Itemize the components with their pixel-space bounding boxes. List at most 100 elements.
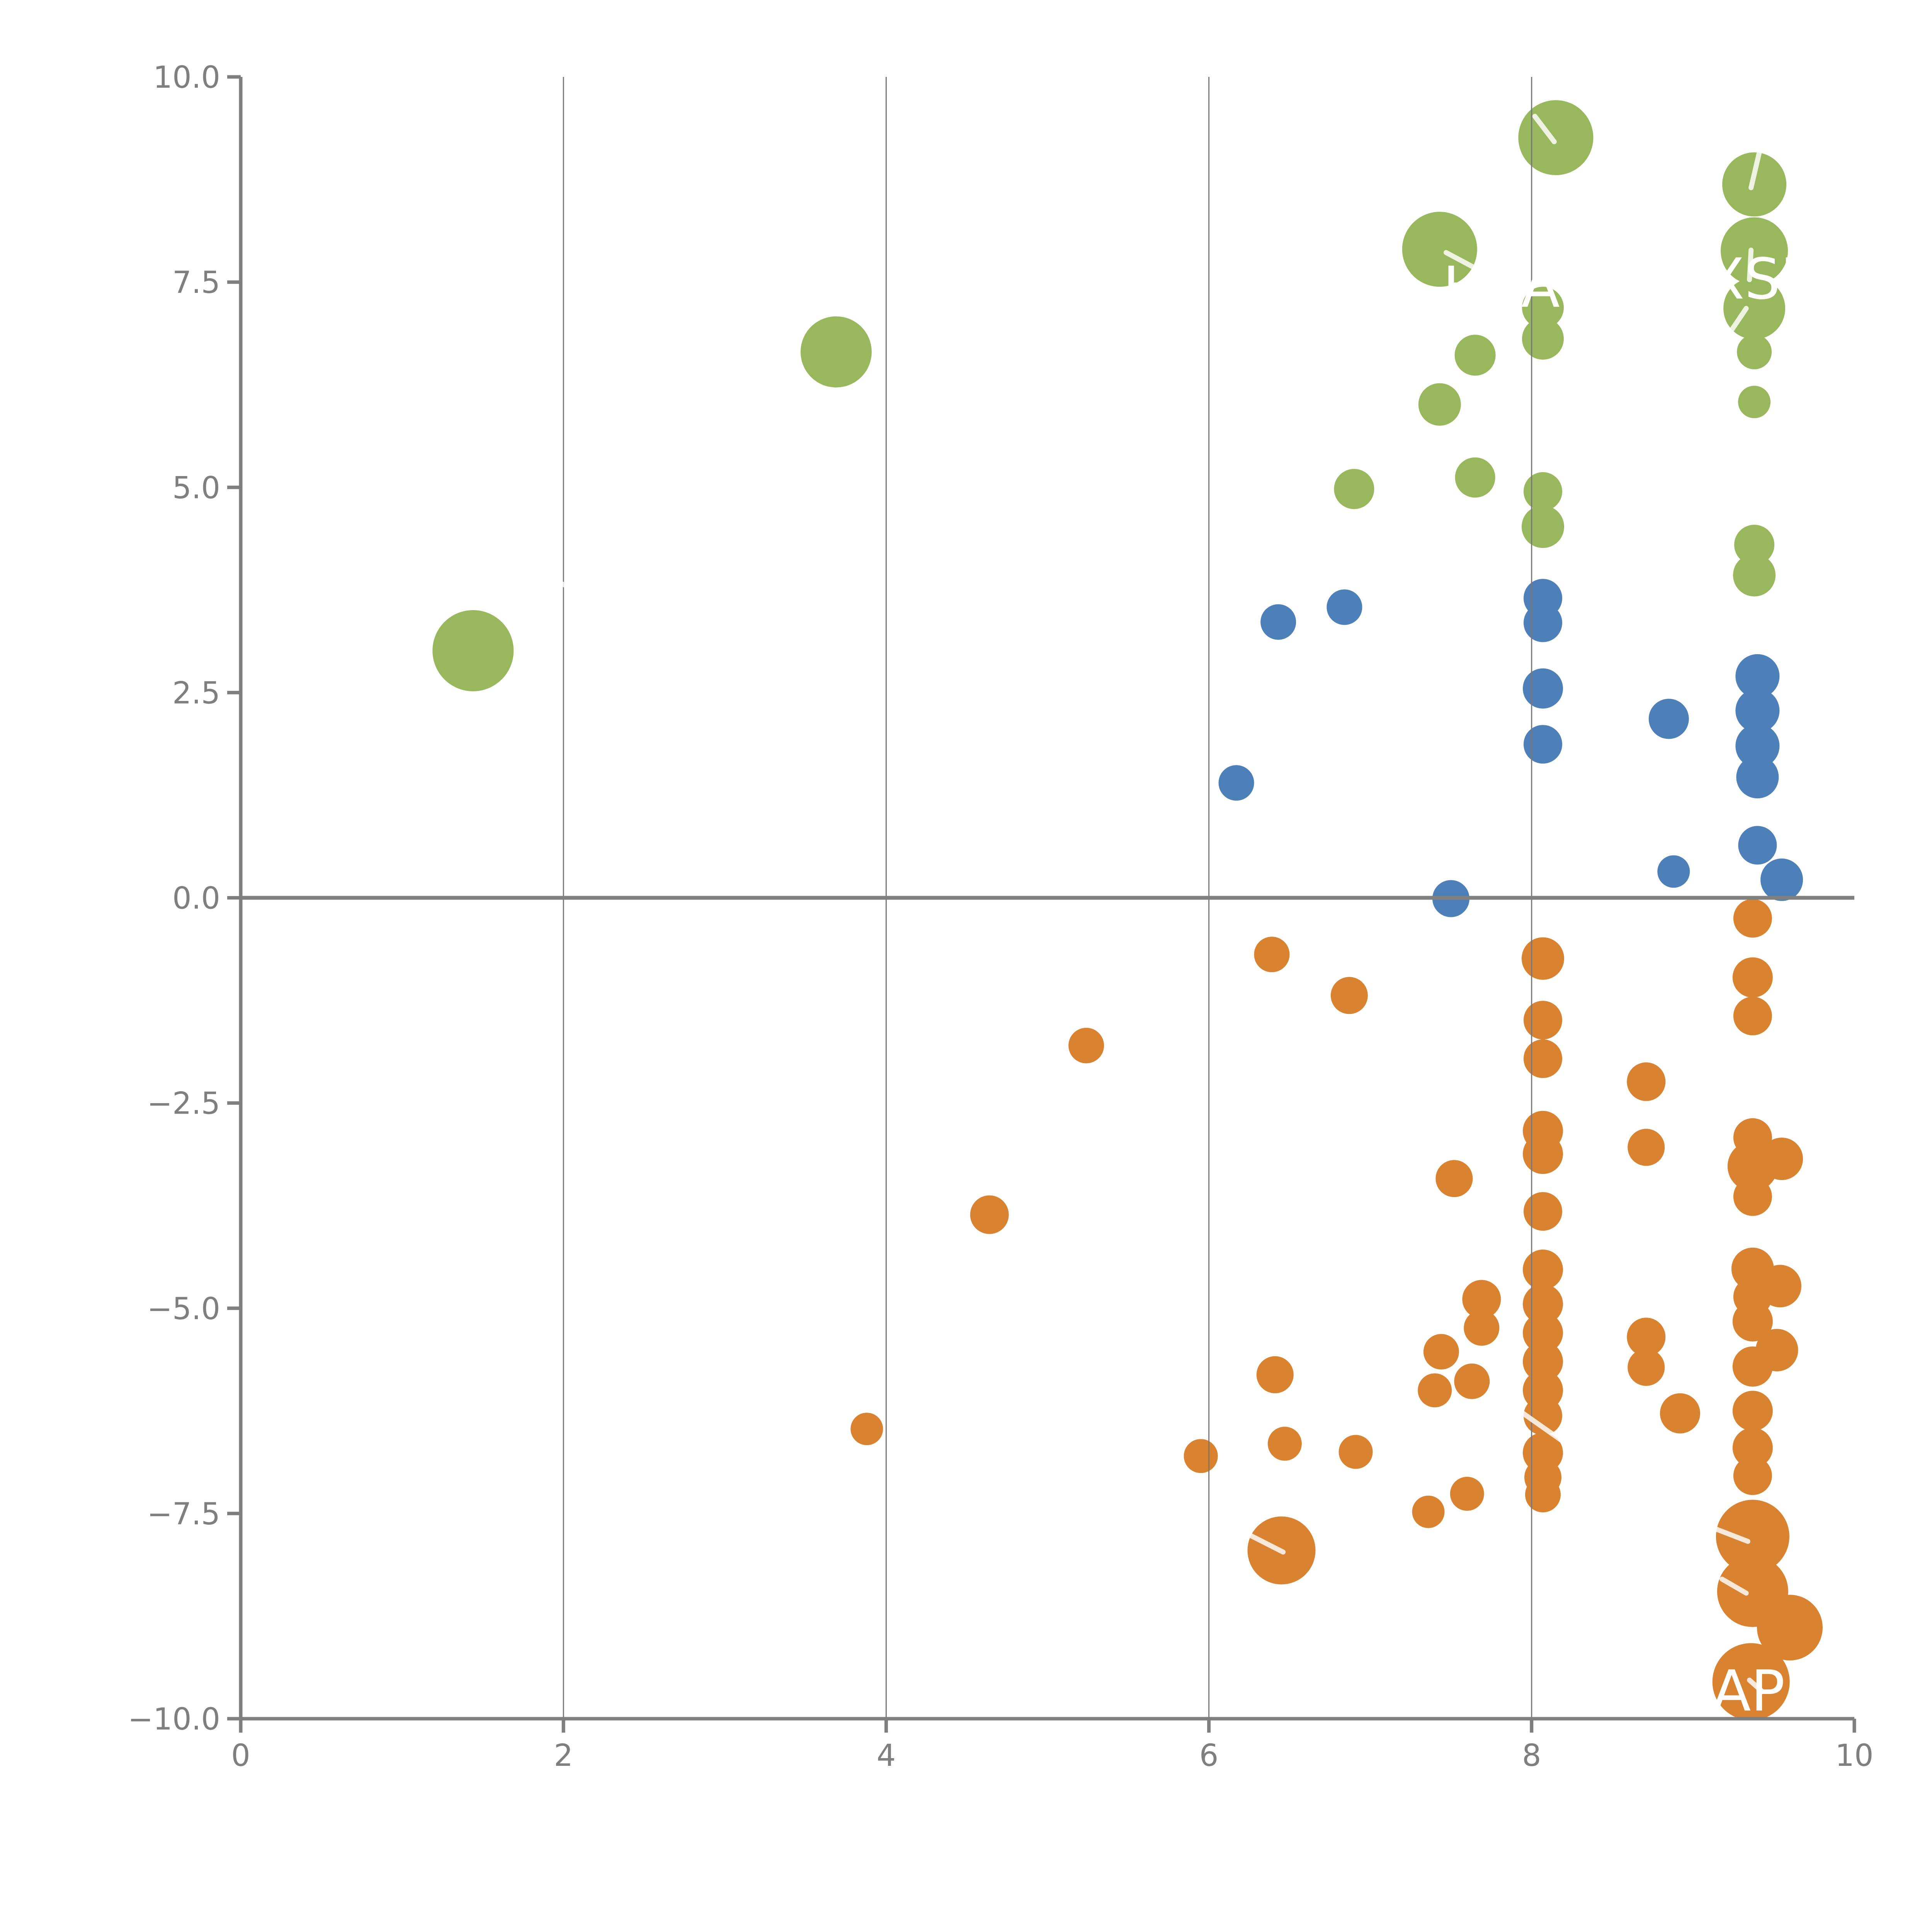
- blue-series-bubble: [1648, 699, 1689, 739]
- orange-series-bubble: [1254, 937, 1290, 973]
- green-series-bubble: [1518, 100, 1594, 175]
- blue-series-bubble: [1760, 858, 1803, 901]
- x-tick-label-4: 4: [877, 1738, 896, 1773]
- green-series-bubble: [1733, 554, 1776, 597]
- green-series-bubble: [1734, 525, 1775, 565]
- x-tick-label-2: 2: [554, 1738, 573, 1773]
- orange-series-bubble: [1418, 1373, 1452, 1408]
- blue-series-bubble: [1327, 589, 1362, 625]
- blue-series-bubble: [1260, 604, 1296, 640]
- annotation-connector-line: [1724, 306, 1749, 340]
- orange-series-bubble: [1412, 1495, 1445, 1528]
- y-tick-label-7.5: 7.5: [172, 265, 220, 300]
- x-tick-label-0: 0: [231, 1738, 250, 1773]
- orange-series-bubble: [1523, 1313, 1563, 1353]
- orange-series-bubble: [1462, 1280, 1501, 1319]
- orange-series-bubble: [850, 1413, 883, 1446]
- blue-series-bubble: [1735, 654, 1780, 698]
- blue-series-bubble: [1523, 668, 1563, 709]
- annotation-connector-line: [1519, 1410, 1566, 1445]
- orange-series-bubble: [1524, 1001, 1562, 1040]
- orange-series-bubble: [1450, 1476, 1484, 1511]
- orange-series-bubble: [1733, 997, 1772, 1036]
- annotation-connector-line: [1748, 151, 1762, 190]
- orange-series-bubble: [1330, 977, 1368, 1014]
- x-tick-label-10: 10: [1835, 1738, 1873, 1773]
- orange-series-bubble: [1524, 1192, 1562, 1231]
- orange-series-bubble: [1732, 1427, 1773, 1468]
- orange-series-bubble: [1068, 1027, 1104, 1063]
- orange-series-bubble: [1523, 1134, 1563, 1174]
- annotation-connector-line: [1238, 1528, 1286, 1555]
- green-series-bubble: [1402, 212, 1477, 287]
- orange-series-bubble: [1733, 1177, 1772, 1216]
- orange-series-bubble: [1733, 1456, 1772, 1495]
- orange-series-bubble: [1523, 1249, 1563, 1290]
- blue-series-bubble: [1218, 765, 1254, 801]
- annotation-connector-line: [1532, 114, 1557, 145]
- orange-series-bubble: [1733, 899, 1772, 938]
- green-series-bubble: [1522, 505, 1564, 548]
- annotation-connector-line: [1747, 1677, 1765, 1694]
- orange-series-bubble: [1757, 1595, 1823, 1661]
- orange-series-bubble: [1454, 1363, 1490, 1399]
- orange-series-bubble: [1523, 1284, 1563, 1325]
- orange-series-bubble: [1435, 1160, 1473, 1197]
- annotation-connector-line: [1444, 250, 1484, 274]
- orange-series-bubble: [1716, 1500, 1789, 1573]
- blue-series-bubble: [1524, 725, 1562, 764]
- orange-series-bubble: [1660, 1393, 1700, 1434]
- green-series-bubble: [1522, 318, 1564, 360]
- point-label-HKAM: HKAM: [1443, 255, 1609, 320]
- orange-series-bubble: [1464, 1310, 1500, 1346]
- orange-series-bubble: [1256, 1356, 1294, 1393]
- y-tick-label-2.5: 2.5: [172, 676, 220, 711]
- orange-series-bubble: [1522, 937, 1564, 980]
- orange-series-bubble: [970, 1195, 1009, 1234]
- green-series-bubble: [1455, 457, 1495, 498]
- green-series-bubble: [1418, 383, 1461, 426]
- green-series-bubble: [1454, 335, 1496, 376]
- blue-series-bubble: [1657, 855, 1690, 888]
- annotation-connector-line: [1719, 1577, 1749, 1596]
- orange-series-bubble: [1732, 957, 1773, 998]
- green-series-bubble: [1721, 217, 1788, 285]
- orange-series-bubble: [1524, 1396, 1562, 1435]
- annotation-connector-line: [1711, 1526, 1750, 1544]
- blue-series-bubble: [1738, 826, 1777, 865]
- orange-series-bubble: [1628, 1349, 1665, 1386]
- y-tick-label--5: −5.0: [147, 1292, 220, 1327]
- green-series-bubble: [1522, 287, 1564, 328]
- blue-series-bubble: [1735, 724, 1780, 768]
- orange-series-bubble: [1184, 1439, 1218, 1473]
- y-tick-label--10: −10.0: [128, 1702, 220, 1737]
- orange-series-bubble: [1523, 1341, 1563, 1382]
- green-series-bubble: [1737, 334, 1772, 369]
- y-tick-label--7.5: −7.5: [147, 1497, 220, 1532]
- green-series-bubble: [432, 610, 514, 691]
- point-label-XSM: XSM: [1706, 247, 1829, 312]
- orange-series-bubble: [1338, 1435, 1373, 1469]
- y-tick-label-10: 10.0: [153, 60, 220, 95]
- y-tick-label-0: 0.0: [172, 881, 220, 916]
- annotation-connector-line: [551, 577, 585, 596]
- green-series-bubble: [1738, 386, 1771, 418]
- orange-series-bubble: [1423, 1334, 1459, 1370]
- y-tick-label--2.5: −2.5: [147, 1087, 220, 1121]
- green-series-bubble: [1334, 469, 1374, 509]
- orange-series-bubble: [1732, 1301, 1773, 1342]
- orange-series-bubble: [1627, 1062, 1666, 1101]
- orange-series-bubble: [1727, 1141, 1778, 1192]
- orange-series-bubble: [1267, 1427, 1302, 1461]
- orange-series-bubble: [1732, 1391, 1773, 1431]
- green-series-bubble: [1524, 472, 1562, 511]
- orange-series-bubble: [1524, 1039, 1562, 1078]
- blue-series-bubble: [1736, 756, 1779, 799]
- orange-series-bubble: [1525, 1477, 1561, 1512]
- orange-series-bubble: [1628, 1129, 1665, 1166]
- y-tick-label-5: 5.0: [172, 471, 220, 505]
- orange-series-bubble: [1627, 1318, 1666, 1357]
- annotation-connector-line: [1747, 247, 1754, 282]
